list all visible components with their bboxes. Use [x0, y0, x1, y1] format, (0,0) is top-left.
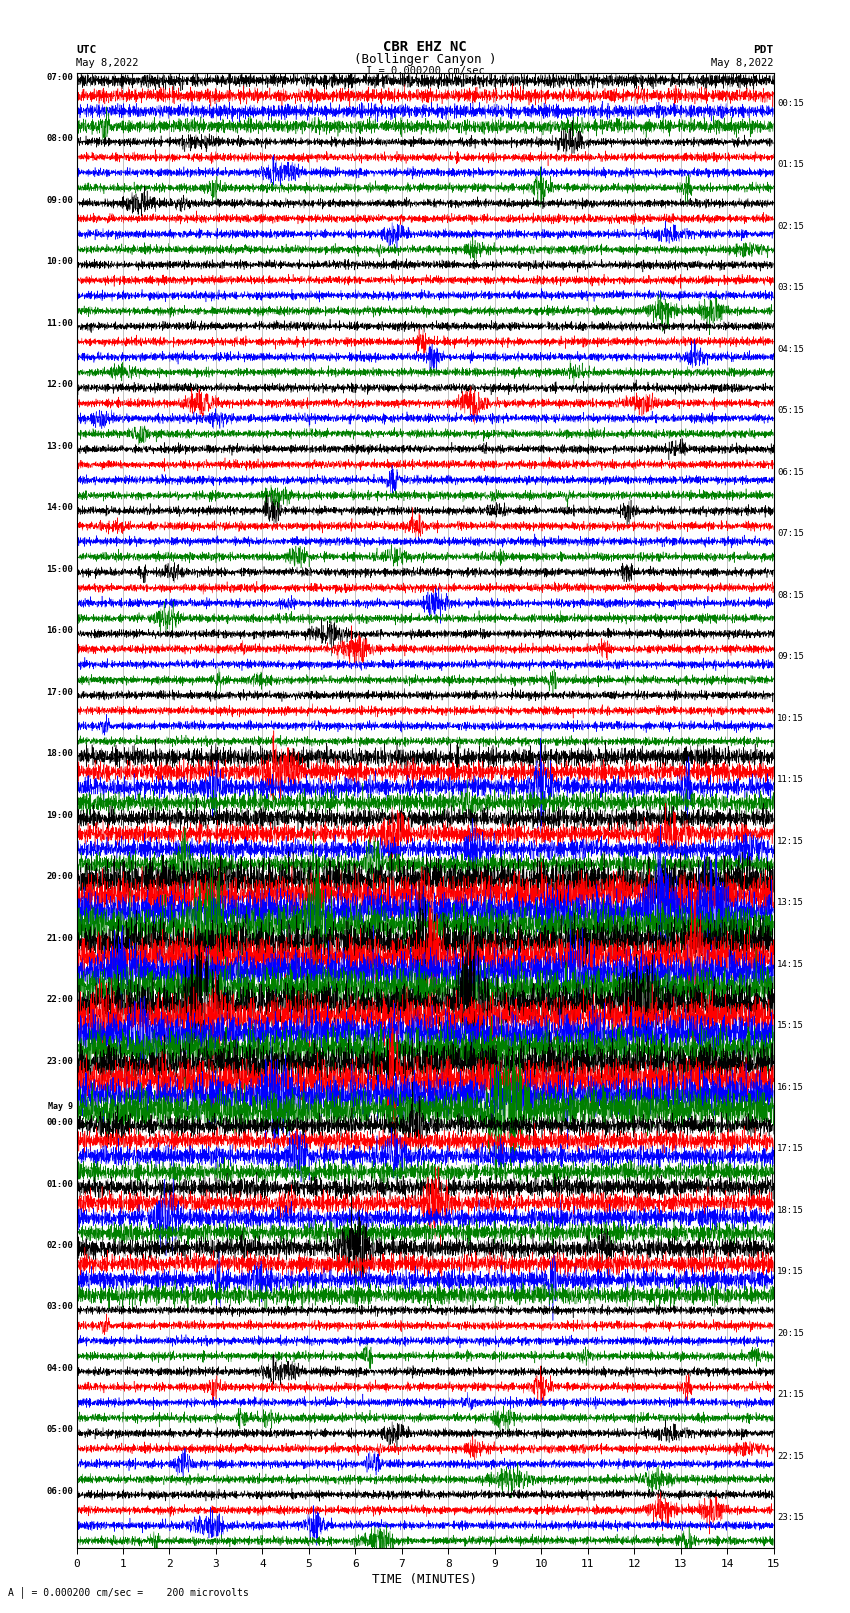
Text: 08:00: 08:00: [46, 134, 73, 144]
Text: 06:00: 06:00: [46, 1487, 73, 1495]
Text: 19:00: 19:00: [46, 811, 73, 819]
Text: 09:15: 09:15: [777, 652, 804, 661]
Text: 00:15: 00:15: [777, 98, 804, 108]
Text: CBR EHZ NC: CBR EHZ NC: [383, 40, 467, 53]
Text: 13:00: 13:00: [46, 442, 73, 450]
Text: 17:00: 17:00: [46, 687, 73, 697]
Text: May 8,2022: May 8,2022: [711, 58, 774, 68]
Text: I = 0.000200 cm/sec: I = 0.000200 cm/sec: [366, 66, 484, 76]
X-axis label: TIME (MINUTES): TIME (MINUTES): [372, 1573, 478, 1586]
Text: (Bollinger Canyon ): (Bollinger Canyon ): [354, 53, 496, 66]
Text: 18:00: 18:00: [46, 748, 73, 758]
Text: 16:15: 16:15: [777, 1082, 804, 1092]
Text: UTC: UTC: [76, 45, 97, 55]
Text: 17:15: 17:15: [777, 1144, 804, 1153]
Text: 20:00: 20:00: [46, 873, 73, 881]
Text: 07:15: 07:15: [777, 529, 804, 539]
Text: 12:15: 12:15: [777, 837, 804, 845]
Text: 20:15: 20:15: [777, 1329, 804, 1337]
Text: A │ = 0.000200 cm/sec =    200 microvolts: A │ = 0.000200 cm/sec = 200 microvolts: [8, 1586, 249, 1598]
Text: 04:00: 04:00: [46, 1365, 73, 1373]
Text: 05:00: 05:00: [46, 1426, 73, 1434]
Text: 23:00: 23:00: [46, 1057, 73, 1066]
Text: 15:15: 15:15: [777, 1021, 804, 1031]
Text: 10:15: 10:15: [777, 715, 804, 723]
Text: PDT: PDT: [753, 45, 774, 55]
Text: 10:00: 10:00: [46, 256, 73, 266]
Text: 16:00: 16:00: [46, 626, 73, 636]
Text: 09:00: 09:00: [46, 195, 73, 205]
Text: 11:00: 11:00: [46, 319, 73, 327]
Text: 12:00: 12:00: [46, 381, 73, 389]
Text: 04:15: 04:15: [777, 345, 804, 353]
Text: 11:15: 11:15: [777, 776, 804, 784]
Text: 19:15: 19:15: [777, 1268, 804, 1276]
Text: 13:15: 13:15: [777, 898, 804, 907]
Text: 03:15: 03:15: [777, 284, 804, 292]
Text: 03:00: 03:00: [46, 1303, 73, 1311]
Text: 14:15: 14:15: [777, 960, 804, 969]
Text: 23:15: 23:15: [777, 1513, 804, 1523]
Text: 06:15: 06:15: [777, 468, 804, 477]
Text: 22:15: 22:15: [777, 1452, 804, 1461]
Text: 01:15: 01:15: [777, 160, 804, 169]
Text: 01:00: 01:00: [46, 1179, 73, 1189]
Text: 02:15: 02:15: [777, 223, 804, 231]
Text: 21:00: 21:00: [46, 934, 73, 942]
Text: 02:00: 02:00: [46, 1240, 73, 1250]
Text: 08:15: 08:15: [777, 590, 804, 600]
Text: 18:15: 18:15: [777, 1207, 804, 1215]
Text: May 8,2022: May 8,2022: [76, 58, 139, 68]
Text: 22:00: 22:00: [46, 995, 73, 1003]
Text: 05:15: 05:15: [777, 406, 804, 415]
Text: May 9: May 9: [48, 1102, 73, 1111]
Text: 21:15: 21:15: [777, 1390, 804, 1398]
Text: 07:00: 07:00: [46, 73, 73, 82]
Text: 14:00: 14:00: [46, 503, 73, 511]
Text: 15:00: 15:00: [46, 565, 73, 574]
Text: 00:00: 00:00: [46, 1118, 73, 1127]
